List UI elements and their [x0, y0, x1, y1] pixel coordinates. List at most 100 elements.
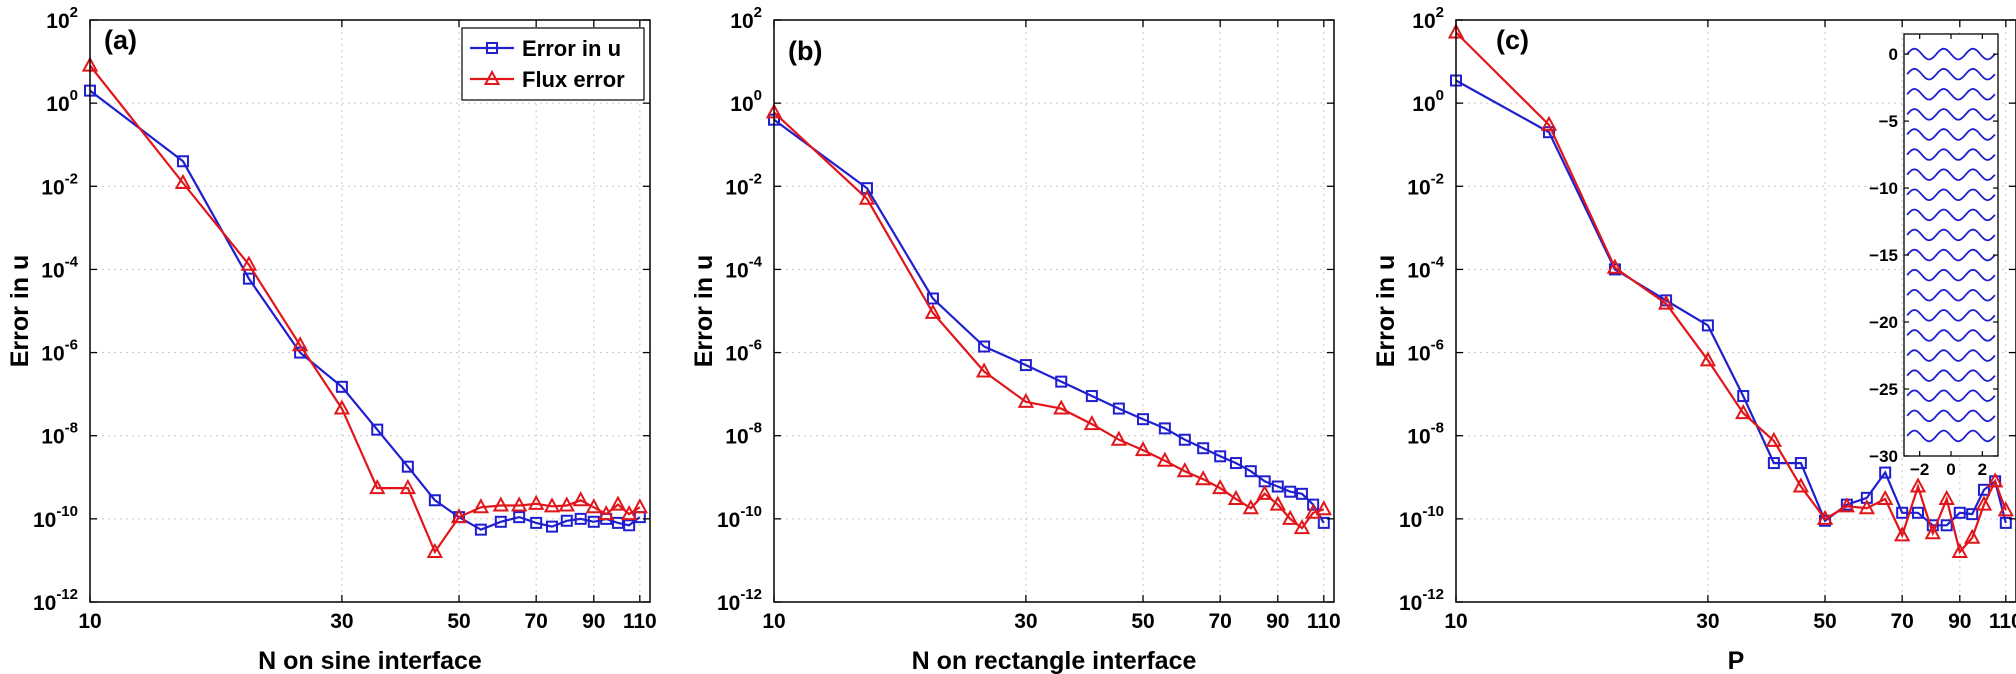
data-point-triangle: [1293, 518, 1311, 535]
x-tick-label: 10: [78, 610, 101, 633]
inset-curve: [1906, 168, 1996, 181]
plot-area: [90, 20, 650, 602]
data-point-square: [1977, 483, 1990, 496]
inset-curve: [1906, 349, 1996, 362]
series-flux-error: [765, 103, 1332, 535]
series-layer: [81, 56, 648, 558]
inset-curve: [1906, 108, 1996, 121]
data-point-square: [1307, 498, 1320, 511]
data-point-triangle: [1315, 500, 1332, 516]
data-point-square: [428, 494, 441, 507]
data-point-triangle: [1227, 489, 1245, 506]
series-flux-error: [1447, 23, 2014, 558]
inset-y-tick-label: −15: [1869, 246, 1898, 265]
panel-label-c: (c): [1496, 25, 1529, 55]
y-axis-label-a: Error in u: [6, 255, 34, 368]
data-point-triangle: [1134, 441, 1152, 457]
y-tick-label: 10-8: [1407, 420, 1444, 449]
data-point-square: [1229, 457, 1242, 470]
inset-curve: [1906, 208, 1996, 222]
data-point-square: [611, 516, 624, 529]
data-point-triangle: [609, 495, 627, 511]
inset-curve: [1906, 409, 1996, 423]
x-tick-label: 30: [1696, 610, 1719, 633]
data-point-triangle: [572, 491, 589, 507]
data-point-triangle: [1986, 472, 2004, 488]
x-tick-label: 50: [447, 610, 470, 633]
data-point-triangle: [1083, 415, 1101, 431]
y-tick-label: 10-6: [725, 337, 762, 366]
legend-label-error-u: Error in u: [522, 36, 621, 61]
inset-curve: [1906, 369, 1996, 382]
data-point-triangle: [1893, 526, 1911, 542]
data-point-square: [1701, 319, 1714, 332]
data-point-triangle: [1304, 503, 1322, 519]
data-point-square: [587, 515, 600, 528]
data-point-triangle: [1282, 509, 1299, 525]
data-point-square: [1879, 466, 1892, 479]
plot-frame: [1455, 19, 2016, 603]
data-point-square: [1112, 402, 1125, 415]
data-point-square: [545, 520, 558, 533]
data-point-triangle: [1242, 499, 1259, 515]
data-point-triangle: [858, 189, 876, 205]
x-tick-label: 90: [1266, 610, 1289, 633]
data-point-triangle: [1176, 462, 1194, 478]
data-point-square: [1214, 450, 1227, 463]
data-point-square: [574, 512, 587, 525]
data-point-square: [1019, 359, 1032, 372]
data-point-square: [242, 272, 255, 285]
inset-background: [1904, 34, 1998, 456]
series-line: [773, 111, 1325, 530]
data-point-square: [1271, 480, 1284, 493]
legend: Error in u Flux error: [461, 27, 645, 101]
data-point-square: [560, 514, 573, 527]
y-tick-label: 100: [1412, 87, 1444, 116]
data-point-triangle: [369, 478, 386, 495]
inset-curve: [1906, 87, 1996, 101]
y-tick-label: 102: [1412, 4, 1444, 33]
inset-y-ticks: 0 −5 −10 −15 −20 −25 −30: [1869, 45, 1998, 466]
data-point-triangle: [399, 478, 417, 495]
series-error-in-u: [768, 113, 1330, 529]
x-tick-label: 70: [1890, 610, 1913, 633]
data-point-triangle: [1195, 470, 1212, 486]
data-point-square: [1158, 422, 1171, 435]
x-tick-label: 110: [1307, 610, 1341, 633]
x-tick-label: 110: [1989, 610, 2016, 633]
y-tick-label: 10-12: [717, 586, 762, 615]
data-point-square: [1737, 390, 1750, 403]
data-point-triangle: [1816, 509, 1834, 525]
data-point-square: [978, 340, 991, 353]
data-point-square: [513, 511, 526, 524]
x-tick-label: 70: [524, 610, 547, 633]
inset-interface-plot: 0−5−10−15−20−25−30 −2 0 2: [1869, 33, 1999, 479]
data-point-square: [623, 519, 636, 532]
data-point-triangle: [1053, 399, 1070, 415]
legend-marker-flux: [483, 69, 501, 85]
y-tick-label: 10-10: [717, 503, 762, 532]
inset-y-tick-label: −25: [1869, 380, 1898, 399]
data-point-square: [1137, 413, 1150, 426]
plot-frame: [89, 19, 651, 603]
data-point-triangle: [585, 498, 602, 514]
x-tick-label: 90: [1948, 610, 1971, 633]
data-point-triangle: [1110, 430, 1128, 446]
inset-curve: [1906, 188, 1996, 202]
x-ticks: 10 30 50 70 90 110: [1444, 20, 2016, 633]
inset-curve: [1906, 228, 1996, 242]
data-point-triangle: [598, 505, 615, 521]
data-point-triangle: [924, 303, 942, 319]
inset-curve: [1906, 148, 1996, 161]
data-point-triangle: [1606, 258, 1624, 274]
y-tick-label: 10-2: [41, 170, 78, 199]
data-point-square: [1966, 508, 1979, 521]
panel-label-a: (a): [104, 25, 137, 55]
inset-curve: [1906, 128, 1996, 141]
data-point-triangle: [1657, 294, 1675, 310]
x-tick-label: 50: [1131, 610, 1154, 633]
inset-x-tick-label: 0: [1946, 460, 1955, 479]
data-point-triangle: [1924, 524, 1941, 540]
inset-y-tick-label: −10: [1869, 179, 1898, 198]
